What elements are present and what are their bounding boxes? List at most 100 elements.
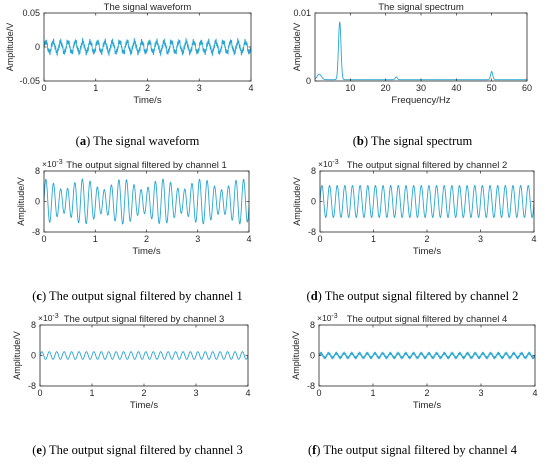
y-tick-label: 0.05 — [22, 8, 40, 18]
x-tick-label: 3 — [195, 234, 200, 244]
y-tick-label: 8 — [311, 166, 316, 176]
caption-c-text: The output signal filtered by channel 1 — [49, 289, 243, 303]
caption-f: (f) The output signal filtered by channe… — [307, 443, 518, 457]
y-tick-label: 0 — [35, 42, 40, 52]
x-tick-label: 4 — [532, 388, 537, 398]
chart-title: The signal waveform — [104, 2, 192, 13]
y-tick-label: 0 — [35, 197, 40, 207]
y-axis-label: Amplitude/V — [16, 177, 26, 226]
y-axis-label: Amplitude/V — [12, 331, 22, 380]
x-tick-label: 20 — [381, 83, 391, 93]
series-line — [315, 21, 527, 81]
y-axis-label: Amplitude/V — [5, 23, 15, 72]
series-line — [44, 37, 251, 57]
x-tick-label: 1 — [89, 388, 94, 398]
y-tick-label: 8 — [310, 320, 315, 330]
y-tick-label: 0 — [311, 197, 316, 207]
x-tick-label: 2 — [424, 388, 429, 398]
caption-d-text: The output signal filtered by channel 2 — [324, 289, 519, 303]
chart-b: The signal spectrum 10 20 30 40 50 60 0 0.01 Freq… — [292, 2, 532, 106]
y-axis-label: Amplitude/V — [291, 331, 301, 380]
caption-e: (e) The output signal filtered by channe… — [32, 443, 243, 457]
axis-exponent: ×10-3 — [42, 159, 63, 169]
caption-b: (b) The signal spectrum — [352, 134, 473, 148]
y-tick-label: 8 — [31, 320, 36, 330]
x-tick-label: 2 — [144, 234, 149, 244]
x-tick-label: 4 — [248, 83, 253, 93]
exponent-power: -3 — [52, 313, 58, 320]
caption-d: (d) The output signal filtered by channe… — [306, 289, 519, 303]
exponent-base: ×10 — [38, 313, 53, 323]
y-tick-label: 0.01 — [293, 8, 311, 18]
x-axis-label: Time/s — [130, 400, 158, 411]
axes-box — [314, 12, 528, 82]
x-tick-label: 4 — [531, 234, 536, 244]
x-tick-label: 1 — [371, 234, 376, 244]
x-axis-label: Time/s — [132, 246, 160, 257]
chart-c: The output signal filtered by channel 1×… — [16, 159, 252, 257]
x-tick-label: 3 — [193, 388, 198, 398]
x-axis-label: Frequency/Hz — [391, 95, 450, 106]
y-axis-label: Amplitude/V — [292, 23, 302, 72]
chart-f: The output signal filtered by channel 4 ×… — [291, 313, 538, 411]
caption-c: (c) The output signal filtered by channe… — [32, 289, 243, 303]
caption-f-text: The output signal filtered by channel 4 — [323, 443, 518, 457]
series-line — [319, 351, 535, 360]
x-tick-label: 0 — [41, 83, 46, 93]
x-tick-label: 2 — [424, 234, 429, 244]
chart-title: The output signal filtered by channel 4 — [347, 314, 508, 325]
axis-exponent: ×10-3 — [38, 313, 59, 323]
x-tick-label: 2 — [141, 388, 146, 398]
x-axis-label: Time/s — [413, 246, 441, 257]
chart-title: The signal spectrum — [378, 2, 464, 13]
x-tick-label: 4 — [245, 388, 250, 398]
x-tick-label: 0 — [41, 234, 46, 244]
y-tick-label: -8 — [28, 381, 36, 391]
series-line — [40, 351, 248, 360]
exponent-power: -3 — [56, 159, 62, 166]
exponent-base: ×10 — [318, 159, 333, 169]
x-tick-label: 60 — [522, 83, 532, 93]
chart-title: The output signal filtered by channel 3 — [64, 314, 225, 325]
x-tick-label: 2 — [145, 83, 150, 93]
exponent-base: ×10 — [317, 313, 332, 323]
x-tick-label: 1 — [93, 234, 98, 244]
chart-e: The output signal filtered by channel 3 ×… — [12, 313, 251, 411]
y-tick-label: -8 — [308, 227, 316, 237]
exponent-power: -3 — [332, 159, 338, 166]
x-axis-label: Time/s — [133, 95, 161, 106]
caption-a: (a) The signal waveform — [75, 134, 200, 148]
x-tick-label: 0 — [316, 388, 321, 398]
y-tick-label: 0 — [310, 351, 315, 361]
caption-b-text: The signal spectrum — [370, 134, 473, 148]
caption-e-text: The output signal filtered by channel 3 — [49, 443, 243, 457]
x-tick-label: 0 — [317, 234, 322, 244]
caption-a-text: The signal waveform — [93, 134, 200, 148]
y-tick-label: 8 — [35, 166, 40, 176]
y-tick-label: 0 — [306, 76, 311, 86]
x-tick-label: 40 — [451, 83, 461, 93]
x-axis-label: Time/s — [413, 400, 441, 411]
x-tick-label: 1 — [370, 388, 375, 398]
y-axis-label: Amplitude/V — [292, 177, 302, 226]
axis-exponent: ×10-3 — [318, 159, 339, 169]
chart-d: The output signal filtered by channel 2 ×… — [292, 159, 537, 257]
x-tick-label: 3 — [478, 388, 483, 398]
y-tick-label: -8 — [32, 227, 40, 237]
series-line — [320, 184, 534, 219]
x-tick-label: 50 — [487, 83, 497, 93]
y-tick-label: -0.05 — [19, 76, 40, 86]
exponent-base: ×10 — [42, 159, 57, 169]
x-tick-label: 4 — [246, 234, 251, 244]
y-tick-label: -8 — [307, 381, 315, 391]
x-tick-label: 3 — [478, 234, 483, 244]
chart-title: The output signal filtered by channel 1 — [66, 160, 227, 171]
x-tick-label: 10 — [345, 83, 355, 93]
exponent-power: -3 — [331, 313, 337, 320]
series-line — [44, 178, 249, 225]
x-tick-label: 30 — [416, 83, 426, 93]
axis-exponent: ×10-3 — [317, 313, 338, 323]
y-tick-label: 0 — [31, 351, 36, 361]
